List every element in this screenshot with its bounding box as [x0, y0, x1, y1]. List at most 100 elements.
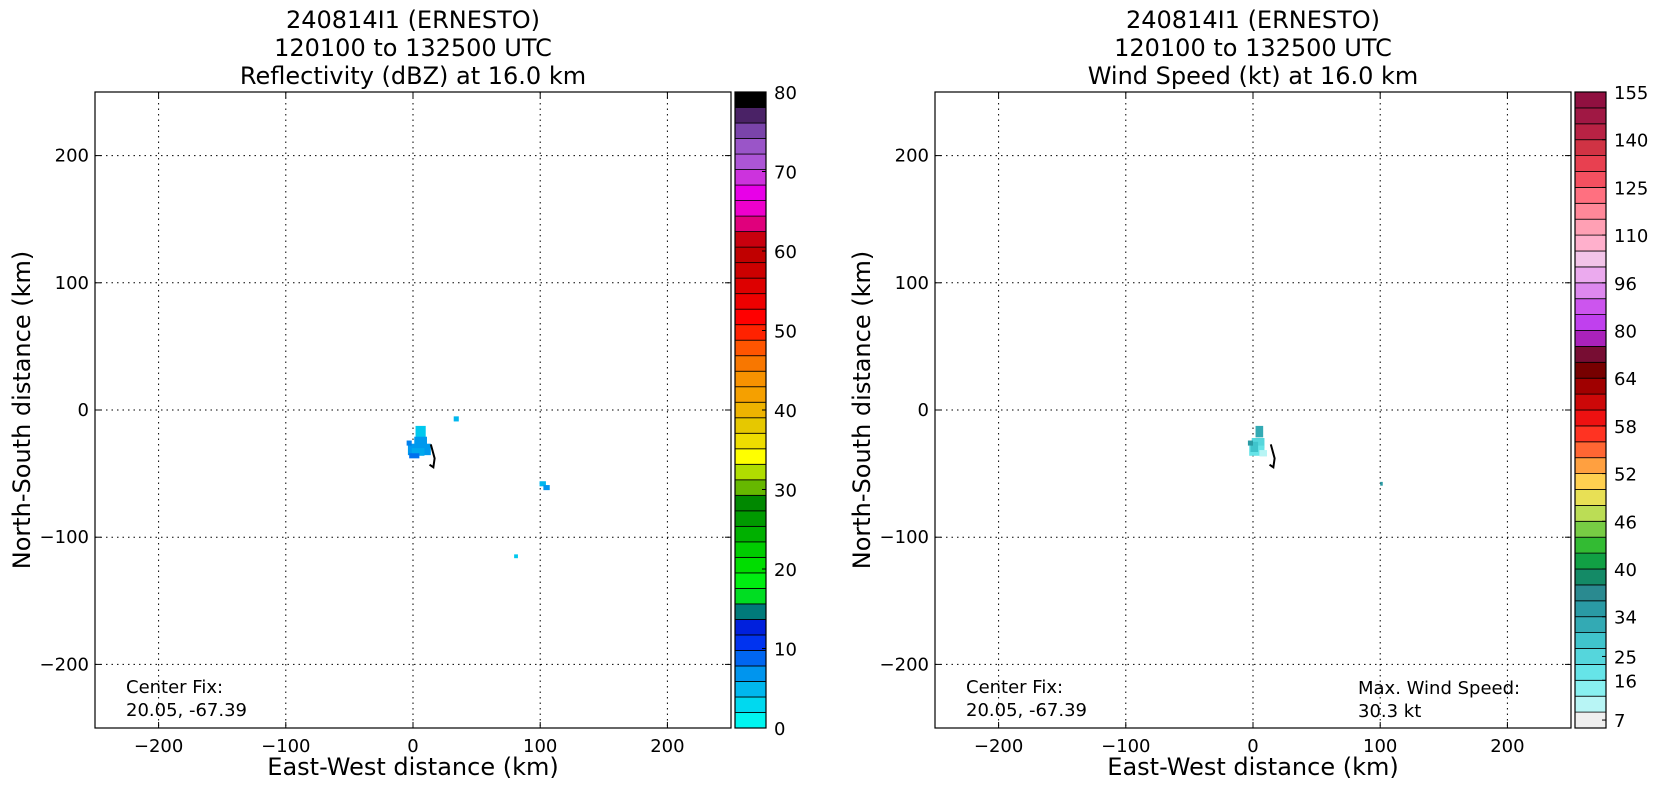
colorbar-segment — [1574, 584, 1607, 602]
colorbar-segment — [1574, 520, 1607, 538]
colorbar-tick-label: 50 — [774, 322, 797, 343]
colorbar-tick-label: 34 — [1614, 608, 1637, 629]
colorbar-segment — [734, 696, 767, 713]
echo-cell — [1255, 425, 1264, 438]
colorbar-segment — [1574, 282, 1607, 300]
colorbar-segment — [734, 619, 767, 636]
colorbar-segment — [734, 556, 767, 574]
colorbar-tick-label: 40 — [1614, 560, 1637, 581]
x-axis-label: East-West distance (km) — [267, 753, 558, 781]
colorbar-tick-label: 0 — [774, 719, 785, 740]
colorbar-tick-label: 40 — [774, 401, 797, 422]
colorbar-tick-label: 46 — [1614, 512, 1637, 533]
echo-cell — [411, 448, 425, 456]
storm-track-line — [428, 444, 436, 469]
colorbar-segment — [1574, 393, 1607, 411]
plot-area — [935, 92, 1571, 728]
colorbar-segment — [734, 153, 767, 170]
colorbar-segment — [734, 494, 767, 512]
chart-title-line: 120100 to 132500 UTC — [274, 34, 552, 62]
colorbar-segment — [1574, 298, 1607, 316]
colorbar-segment — [1574, 250, 1607, 268]
colorbar-segment — [734, 650, 767, 667]
colorbar-segment — [1574, 695, 1607, 713]
colorbar-segment — [734, 417, 767, 434]
colorbar-tick-label: 58 — [1614, 417, 1637, 438]
colorbar-segment — [1574, 568, 1607, 586]
colorbar-segment — [1574, 266, 1607, 284]
y-tick-label: 200 — [895, 146, 929, 167]
colorbar-tick-label: 10 — [774, 640, 797, 661]
colorbar-tick-label: 25 — [1614, 647, 1637, 668]
colorbar-segment — [1574, 218, 1607, 236]
annotation-text: Center Fix: — [966, 677, 1063, 698]
x-tick-label: 100 — [1363, 736, 1397, 757]
y-tick-label: 0 — [78, 400, 89, 421]
echo-cell — [414, 436, 427, 447]
colorbar-segment — [734, 215, 767, 233]
colorbar-tick-label: 7 — [1614, 711, 1625, 732]
colorbar-tick-label: 60 — [774, 242, 797, 263]
colorbar-segment — [734, 712, 767, 729]
colorbar-segment — [1574, 234, 1607, 252]
colorbar-segment — [734, 603, 767, 620]
colorbar: 7 16 25 34 40 46 52 58 64 80 96 110 125 140 155 — [1574, 83, 1648, 732]
colorbar-segment — [734, 510, 767, 527]
annotation-text: Max. Wind Speed: — [1358, 678, 1520, 699]
colorbar-segment — [734, 138, 767, 155]
colorbar-segment — [1574, 345, 1607, 363]
colorbar-segment — [1574, 473, 1607, 490]
echo-cell — [415, 425, 426, 438]
colorbar-tick-label: 110 — [1614, 226, 1648, 247]
colorbar-segment — [1574, 632, 1607, 649]
y-tick-label: 200 — [55, 146, 89, 167]
colorbar-segment — [1574, 202, 1607, 220]
colorbar-segment — [734, 665, 767, 682]
panel-2: 240814I1 (ERNESTO)120100 to 132500 UTCWi… — [848, 6, 1648, 781]
colorbar-segment — [1574, 664, 1607, 681]
colorbar: 0 10 20 30 40 50 60 70 80 — [734, 83, 797, 740]
colorbar-segment — [734, 541, 767, 558]
y-tick-label: −200 — [40, 654, 89, 675]
y-axis-label: North-South distance (km) — [848, 251, 876, 570]
colorbar-segment — [734, 184, 767, 201]
colorbar-segment — [1574, 648, 1607, 665]
colorbar-segment — [734, 107, 767, 124]
colorbar-segment — [734, 587, 767, 605]
y-tick-label: −200 — [880, 654, 929, 675]
y-tick-label: 100 — [55, 273, 89, 294]
chart-title-line: 120100 to 132500 UTC — [1114, 34, 1392, 62]
colorbar-segment — [734, 277, 767, 295]
colorbar-segment — [1574, 139, 1607, 156]
colorbar-tick-label: 30 — [774, 481, 797, 502]
colorbar-segment — [734, 122, 767, 139]
colorbar-segment — [734, 386, 767, 403]
colorbar-segment — [1574, 330, 1607, 347]
colorbar-segment — [734, 463, 767, 481]
colorbar-tick-label: 52 — [1614, 465, 1637, 486]
colorbar-segment — [734, 324, 767, 341]
colorbar-tick-label: 80 — [774, 83, 797, 104]
y-tick-label: 0 — [918, 400, 929, 421]
x-tick-label: 200 — [650, 736, 684, 757]
colorbar-tick-label: 155 — [1614, 83, 1648, 104]
echo-cell — [1259, 450, 1267, 457]
storm-track-line — [1268, 444, 1276, 469]
annotation-text: 30.3 kt — [1358, 701, 1421, 722]
x-tick-label: −200 — [974, 736, 1023, 757]
echo-cell — [539, 481, 546, 487]
colorbar-segment — [734, 634, 767, 651]
colorbar-segment — [1574, 155, 1607, 172]
colorbar-segment — [734, 479, 767, 496]
colorbar-segment — [1574, 409, 1607, 427]
colorbar-tick-label: 70 — [774, 163, 797, 184]
chart-title-line: Reflectivity (dBZ) at 16.0 km — [240, 62, 586, 90]
colorbar-segment — [1574, 123, 1607, 141]
echo-cell — [453, 416, 459, 422]
colorbar-segment — [1574, 489, 1607, 506]
colorbar-segment — [734, 370, 767, 388]
echo-cell — [406, 440, 412, 446]
colorbar-segment — [1574, 504, 1607, 522]
x-tick-label: −200 — [134, 736, 183, 757]
